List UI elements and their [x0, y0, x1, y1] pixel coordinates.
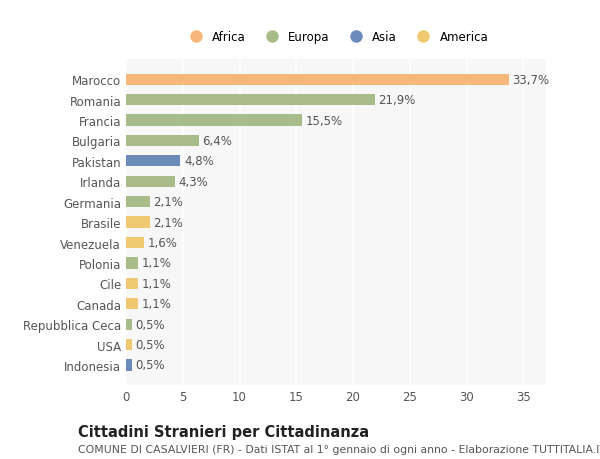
Text: 2,1%: 2,1%	[153, 216, 183, 229]
Bar	[126, 217, 150, 228]
Text: 2,1%: 2,1%	[153, 196, 183, 209]
Text: 1,1%: 1,1%	[142, 277, 172, 290]
Text: 4,8%: 4,8%	[184, 155, 214, 168]
Text: 4,3%: 4,3%	[178, 175, 208, 188]
Bar	[126, 258, 139, 269]
Bar	[126, 298, 139, 310]
Bar	[126, 319, 131, 330]
Text: Cittadini Stranieri per Cittadinanza: Cittadini Stranieri per Cittadinanza	[78, 425, 369, 440]
Text: 21,9%: 21,9%	[378, 94, 415, 107]
Bar	[126, 359, 131, 371]
Bar	[126, 135, 199, 147]
Text: 1,6%: 1,6%	[148, 236, 178, 249]
Bar	[126, 156, 181, 167]
Bar	[126, 95, 374, 106]
Bar	[126, 176, 175, 187]
Bar	[126, 237, 144, 249]
Text: 33,7%: 33,7%	[512, 73, 549, 87]
Text: 6,4%: 6,4%	[202, 134, 232, 148]
Text: 0,5%: 0,5%	[135, 318, 165, 331]
Bar	[126, 196, 150, 208]
Legend: Africa, Europa, Asia, America: Africa, Europa, Asia, America	[179, 27, 493, 49]
Text: 1,1%: 1,1%	[142, 297, 172, 311]
Text: 1,1%: 1,1%	[142, 257, 172, 270]
Text: 15,5%: 15,5%	[305, 114, 343, 127]
Text: COMUNE DI CASALVIERI (FR) - Dati ISTAT al 1° gennaio di ogni anno - Elaborazione: COMUNE DI CASALVIERI (FR) - Dati ISTAT a…	[78, 444, 600, 454]
Bar	[126, 74, 509, 86]
Bar	[126, 278, 139, 289]
Bar	[126, 339, 131, 350]
Bar	[126, 115, 302, 126]
Text: 0,5%: 0,5%	[135, 338, 165, 351]
Text: 0,5%: 0,5%	[135, 358, 165, 372]
